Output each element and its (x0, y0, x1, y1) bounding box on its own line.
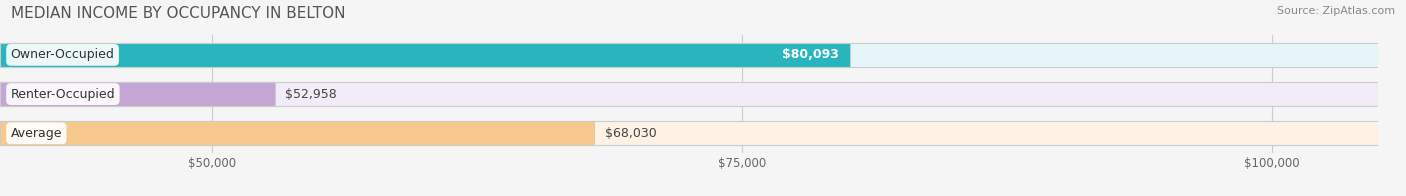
Text: $80,093: $80,093 (782, 48, 839, 61)
Bar (0, 121, 1378, 145)
Text: Average: Average (11, 127, 62, 140)
Text: $52,958: $52,958 (285, 88, 337, 101)
Bar (0, 43, 1378, 67)
Text: Owner-Occupied: Owner-Occupied (11, 48, 114, 61)
Text: $68,030: $68,030 (605, 127, 657, 140)
Bar (0, 82, 1378, 106)
Text: Source: ZipAtlas.com: Source: ZipAtlas.com (1277, 6, 1395, 16)
Text: MEDIAN INCOME BY OCCUPANCY IN BELTON: MEDIAN INCOME BY OCCUPANCY IN BELTON (11, 6, 346, 21)
Bar (0, 121, 595, 145)
Bar (0, 82, 274, 106)
Bar (0, 43, 849, 67)
Text: Renter-Occupied: Renter-Occupied (11, 88, 115, 101)
